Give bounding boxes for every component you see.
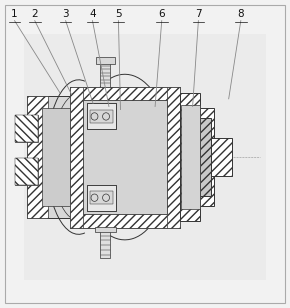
Bar: [100, 59, 110, 87]
Bar: [70, 87, 180, 228]
Bar: [95, 227, 115, 232]
Text: 6: 6: [158, 10, 165, 19]
Bar: [15, 158, 38, 185]
Bar: [183, 108, 214, 206]
Bar: [96, 57, 115, 63]
Bar: [180, 93, 200, 221]
FancyBboxPatch shape: [15, 115, 38, 142]
Bar: [27, 96, 70, 218]
Text: 4: 4: [89, 10, 96, 19]
Bar: [27, 96, 48, 218]
Bar: [15, 115, 38, 142]
Bar: [70, 214, 180, 228]
Bar: [100, 228, 110, 258]
Bar: [42, 108, 70, 206]
Bar: [167, 87, 180, 228]
Text: 3: 3: [62, 10, 69, 19]
FancyBboxPatch shape: [15, 158, 38, 185]
Bar: [87, 103, 116, 129]
Bar: [211, 138, 233, 176]
Bar: [181, 105, 200, 209]
Bar: [70, 87, 83, 228]
Bar: [83, 100, 167, 214]
Text: 1: 1: [11, 10, 18, 19]
Text: 2: 2: [31, 10, 38, 19]
Bar: [24, 34, 266, 280]
Bar: [70, 87, 180, 100]
Bar: [90, 110, 113, 123]
Bar: [87, 185, 116, 211]
Bar: [87, 185, 116, 211]
Text: 8: 8: [238, 10, 244, 19]
Text: 5: 5: [115, 10, 122, 19]
Text: 7: 7: [195, 10, 202, 19]
Bar: [90, 191, 113, 204]
Bar: [200, 119, 211, 196]
Bar: [87, 103, 116, 129]
